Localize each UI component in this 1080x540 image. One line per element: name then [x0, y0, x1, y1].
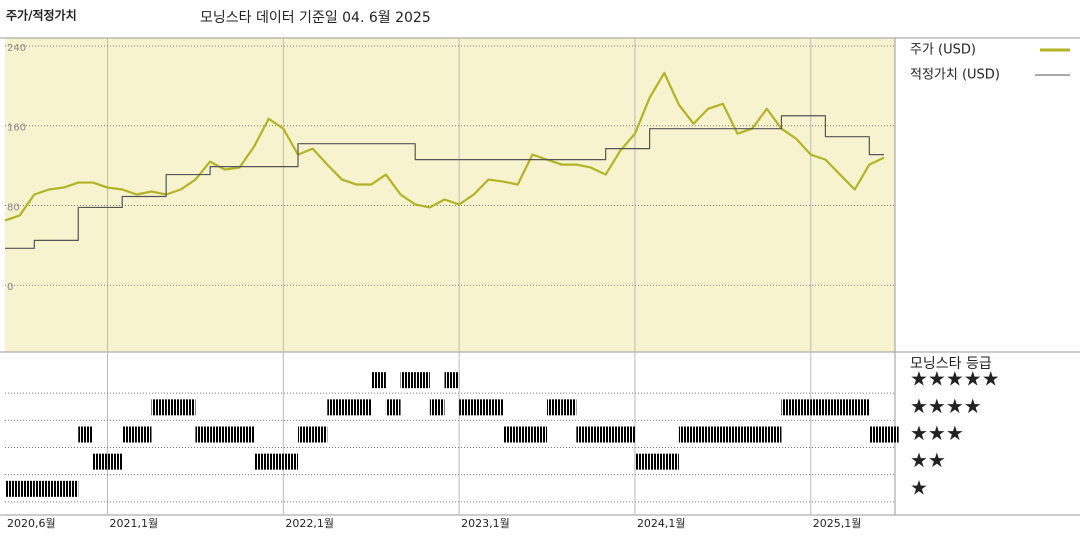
x-tick-label: 2020,6월 [7, 517, 56, 530]
rating-bar [224, 426, 240, 443]
x-tick-label: 2024,1월 [637, 517, 686, 530]
rating-bar [869, 426, 884, 443]
rating-bar [298, 426, 313, 443]
rating-bar [327, 399, 342, 416]
rating-bar [400, 372, 416, 389]
rating-bar [547, 399, 562, 416]
rating-bar [429, 399, 445, 416]
rating-bar [766, 426, 782, 443]
rating-bar [136, 426, 152, 443]
rating-bar [5, 480, 20, 497]
rating-bar [92, 453, 108, 470]
legend-label: 적정가치 (USD) [910, 68, 1000, 83]
rating-bar [268, 453, 284, 470]
rating-bar [781, 399, 797, 416]
rating-bar [385, 399, 401, 416]
y-tick-label: ★★★ [910, 421, 964, 445]
rating-bar [737, 426, 753, 443]
rating-bar [678, 426, 694, 443]
rating-bar [591, 426, 606, 443]
panel-title: 모닝스타 등급 [910, 356, 992, 372]
series-line [4, 71, 885, 222]
rating-bar [561, 399, 577, 416]
y-tick-label: 0 [7, 282, 13, 293]
x-tick-label: 2023,1월 [461, 517, 510, 530]
rating-bar [63, 480, 79, 497]
x-tick-label: 2025,1월 [813, 517, 862, 530]
rating-bar [239, 426, 255, 443]
rating-bar [459, 399, 474, 416]
rating-bar [19, 480, 35, 497]
x-tick-label: 2022,1월 [285, 517, 334, 530]
y-tick-label: 80 [7, 202, 20, 213]
rating-bar [620, 426, 635, 443]
rating-bar [664, 453, 679, 470]
legend-label: 주가 (USD) [910, 43, 976, 58]
rating-bar [166, 399, 181, 416]
rating-bar [151, 399, 167, 416]
rating-bar [840, 399, 855, 416]
y-tick-label: ★ [910, 475, 928, 499]
y-tick-label: ★★★★★ [910, 367, 1000, 391]
chart-subtitle: 모닝스타 데이터 기준일 04. 6월 2025 [200, 10, 431, 26]
y-tick-label: ★★★★ [910, 394, 982, 418]
y-tick-label: ★★ [910, 448, 946, 472]
rating-bar [48, 480, 64, 497]
rating-bar [444, 372, 460, 389]
rating-bar [341, 399, 357, 416]
plot-background [5, 38, 895, 352]
rating-bar [576, 426, 591, 443]
rating-bar [796, 399, 811, 416]
rating-bar [810, 399, 826, 416]
rating-bar [517, 426, 533, 443]
rating-bar [532, 426, 548, 443]
rating-bar [283, 453, 298, 470]
rating-bar [107, 453, 123, 470]
rating-bar [649, 453, 665, 470]
rating-bar [752, 426, 767, 443]
rating-bar [180, 399, 196, 416]
rating-bar [356, 399, 372, 416]
rating-bar [488, 399, 504, 416]
rating-bar [605, 426, 621, 443]
rating-bar [78, 426, 93, 443]
rating-bar [415, 372, 430, 389]
rating-bar [34, 480, 49, 497]
rating-bar [312, 426, 328, 443]
rating-bar [884, 426, 899, 443]
rating-bar [708, 426, 723, 443]
rating-bar [195, 426, 211, 443]
rating-bar [503, 426, 518, 443]
y-tick-label: 240 [7, 43, 26, 54]
rating-bar [473, 399, 489, 416]
rating-bar [634, 453, 650, 470]
y-tick-label: 160 [7, 123, 26, 134]
rating-bar [122, 426, 137, 443]
rating-bar [722, 426, 738, 443]
rating-bar [371, 372, 386, 389]
chart-title: 주가/적정가치 [6, 8, 77, 23]
series-line [5, 115, 884, 249]
x-tick-label: 2021,1월 [110, 517, 159, 530]
rating-bar [825, 399, 841, 416]
rating-bar [854, 399, 870, 416]
rating-bar [210, 426, 225, 443]
rating-bar [693, 426, 709, 443]
rating-bar [254, 453, 269, 470]
